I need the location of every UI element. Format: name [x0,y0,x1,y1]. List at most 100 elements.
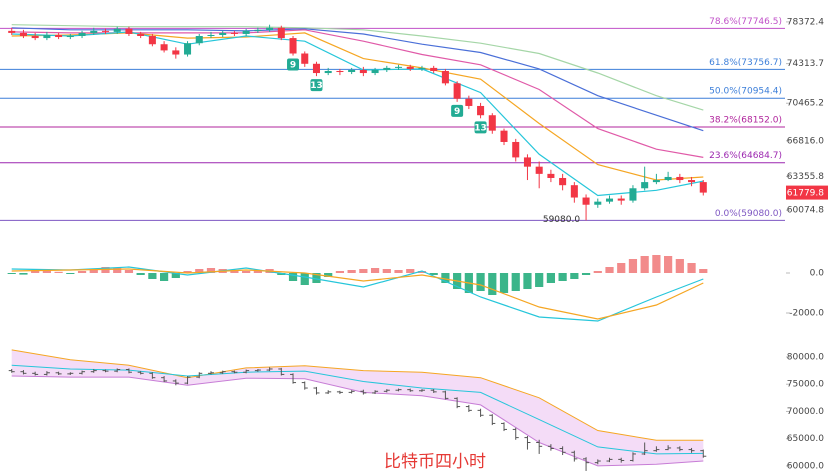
indicator-line [11,266,704,322]
y-tick-label: 66816.0 [787,136,824,146]
macd-bar [417,271,427,273]
macd-bar [242,271,251,273]
candle-body [676,176,684,181]
macd-bar [605,267,614,273]
macd-bar [324,273,333,277]
candle-body [441,70,449,84]
candle-body [453,83,461,99]
candle-body [43,34,51,39]
macd-bar [394,270,403,273]
candle-body [359,69,367,74]
candle-body [312,63,320,74]
band-upper [11,349,704,441]
macd-bar [499,273,509,293]
macd-bar [300,273,309,285]
macd-bar [441,273,450,283]
macd-bar [664,256,673,273]
fib-label: 50.0%(70954.4) [709,87,782,97]
fib-label: 0.0%(59080.0) [715,209,782,219]
candle-body [477,105,485,116]
candle-body [418,67,426,69]
candle-body [465,98,473,106]
candle-body [19,32,27,37]
y-tick-label: 74313.7 [787,59,824,69]
macd-bar [640,256,649,273]
candle-body [559,177,567,186]
sequence-badge [474,121,487,134]
plot-layer: 78372.4 74313.7 70465.2 66816.0 63355.8 60074… [0,17,828,471]
candle-body [652,180,660,183]
fib-label: 23.6%(64684.7) [709,151,782,161]
candle-body [512,141,520,158]
macd-bar [511,273,520,291]
macd-bar [699,269,708,273]
macd-bar [312,273,321,283]
macd-bar [89,269,98,273]
candle-body [594,201,602,205]
macd-bar [617,263,626,273]
y-tick-label: 63355.8 [787,172,824,182]
candle-body [55,34,63,38]
candle-body [488,115,496,131]
macd-bar [593,271,602,273]
macd-bar [546,273,556,283]
band-fill [11,349,704,466]
candle-body [242,30,250,34]
macd-bar [535,273,544,287]
caption: 比特币四小时 [384,452,486,472]
candle-body [641,182,649,189]
macd-bar [136,273,145,275]
candle-body [406,66,414,69]
candle-body [547,173,555,178]
sequence-label: 13 [310,81,323,91]
candle-body [101,30,110,32]
macd-bar [628,259,638,273]
y-tick-label: 60000.0 [787,461,824,471]
candle-body [500,130,508,142]
y-tick-label: -2000.0 [789,309,824,319]
candle-body [688,180,696,183]
macd-bar [288,273,298,281]
candle-body [664,176,672,181]
macd-bar [7,273,16,274]
candle-body [90,30,98,33]
macd-bar [206,268,216,273]
fib-label: 78.6%(77746.5) [709,17,782,27]
candle-body [160,44,168,51]
candle-body [277,27,285,39]
candle-body [266,27,274,30]
candle-body [113,28,121,32]
price-badge-label: 61779.8 [787,189,824,199]
candle-body [31,36,39,39]
sequence-badge [310,79,323,92]
y-tick-label: 78372.4 [787,17,824,27]
candle-body [195,36,203,44]
sequence-label: 13 [474,123,487,133]
y-tick-label: 75000.0 [787,380,824,390]
candle-body [137,33,145,37]
macd-bar [159,273,169,281]
candle-body [348,69,356,73]
candle-body [8,30,16,33]
candle-body [207,34,215,37]
candle-body [336,70,344,73]
macd-bar [171,273,180,278]
macd-bar [66,273,75,274]
sequence-badge [451,104,464,117]
y-tick-label: 70465.2 [787,99,824,109]
candle-body [371,69,379,74]
macd-bar [19,273,28,275]
price-badge [786,185,828,200]
sequence-badge [287,58,300,71]
y-tick-label: 70000.0 [787,407,824,417]
y-tick-label: 80000.0 [787,352,824,362]
candle-body [172,50,180,55]
y-tick-label: 0.0 [810,269,825,279]
macd-bar [429,273,438,275]
candle-body [184,43,192,55]
macd-bar [230,270,239,273]
candle-body [570,185,578,198]
fib-label: 61.8%(73756.7) [709,58,782,68]
